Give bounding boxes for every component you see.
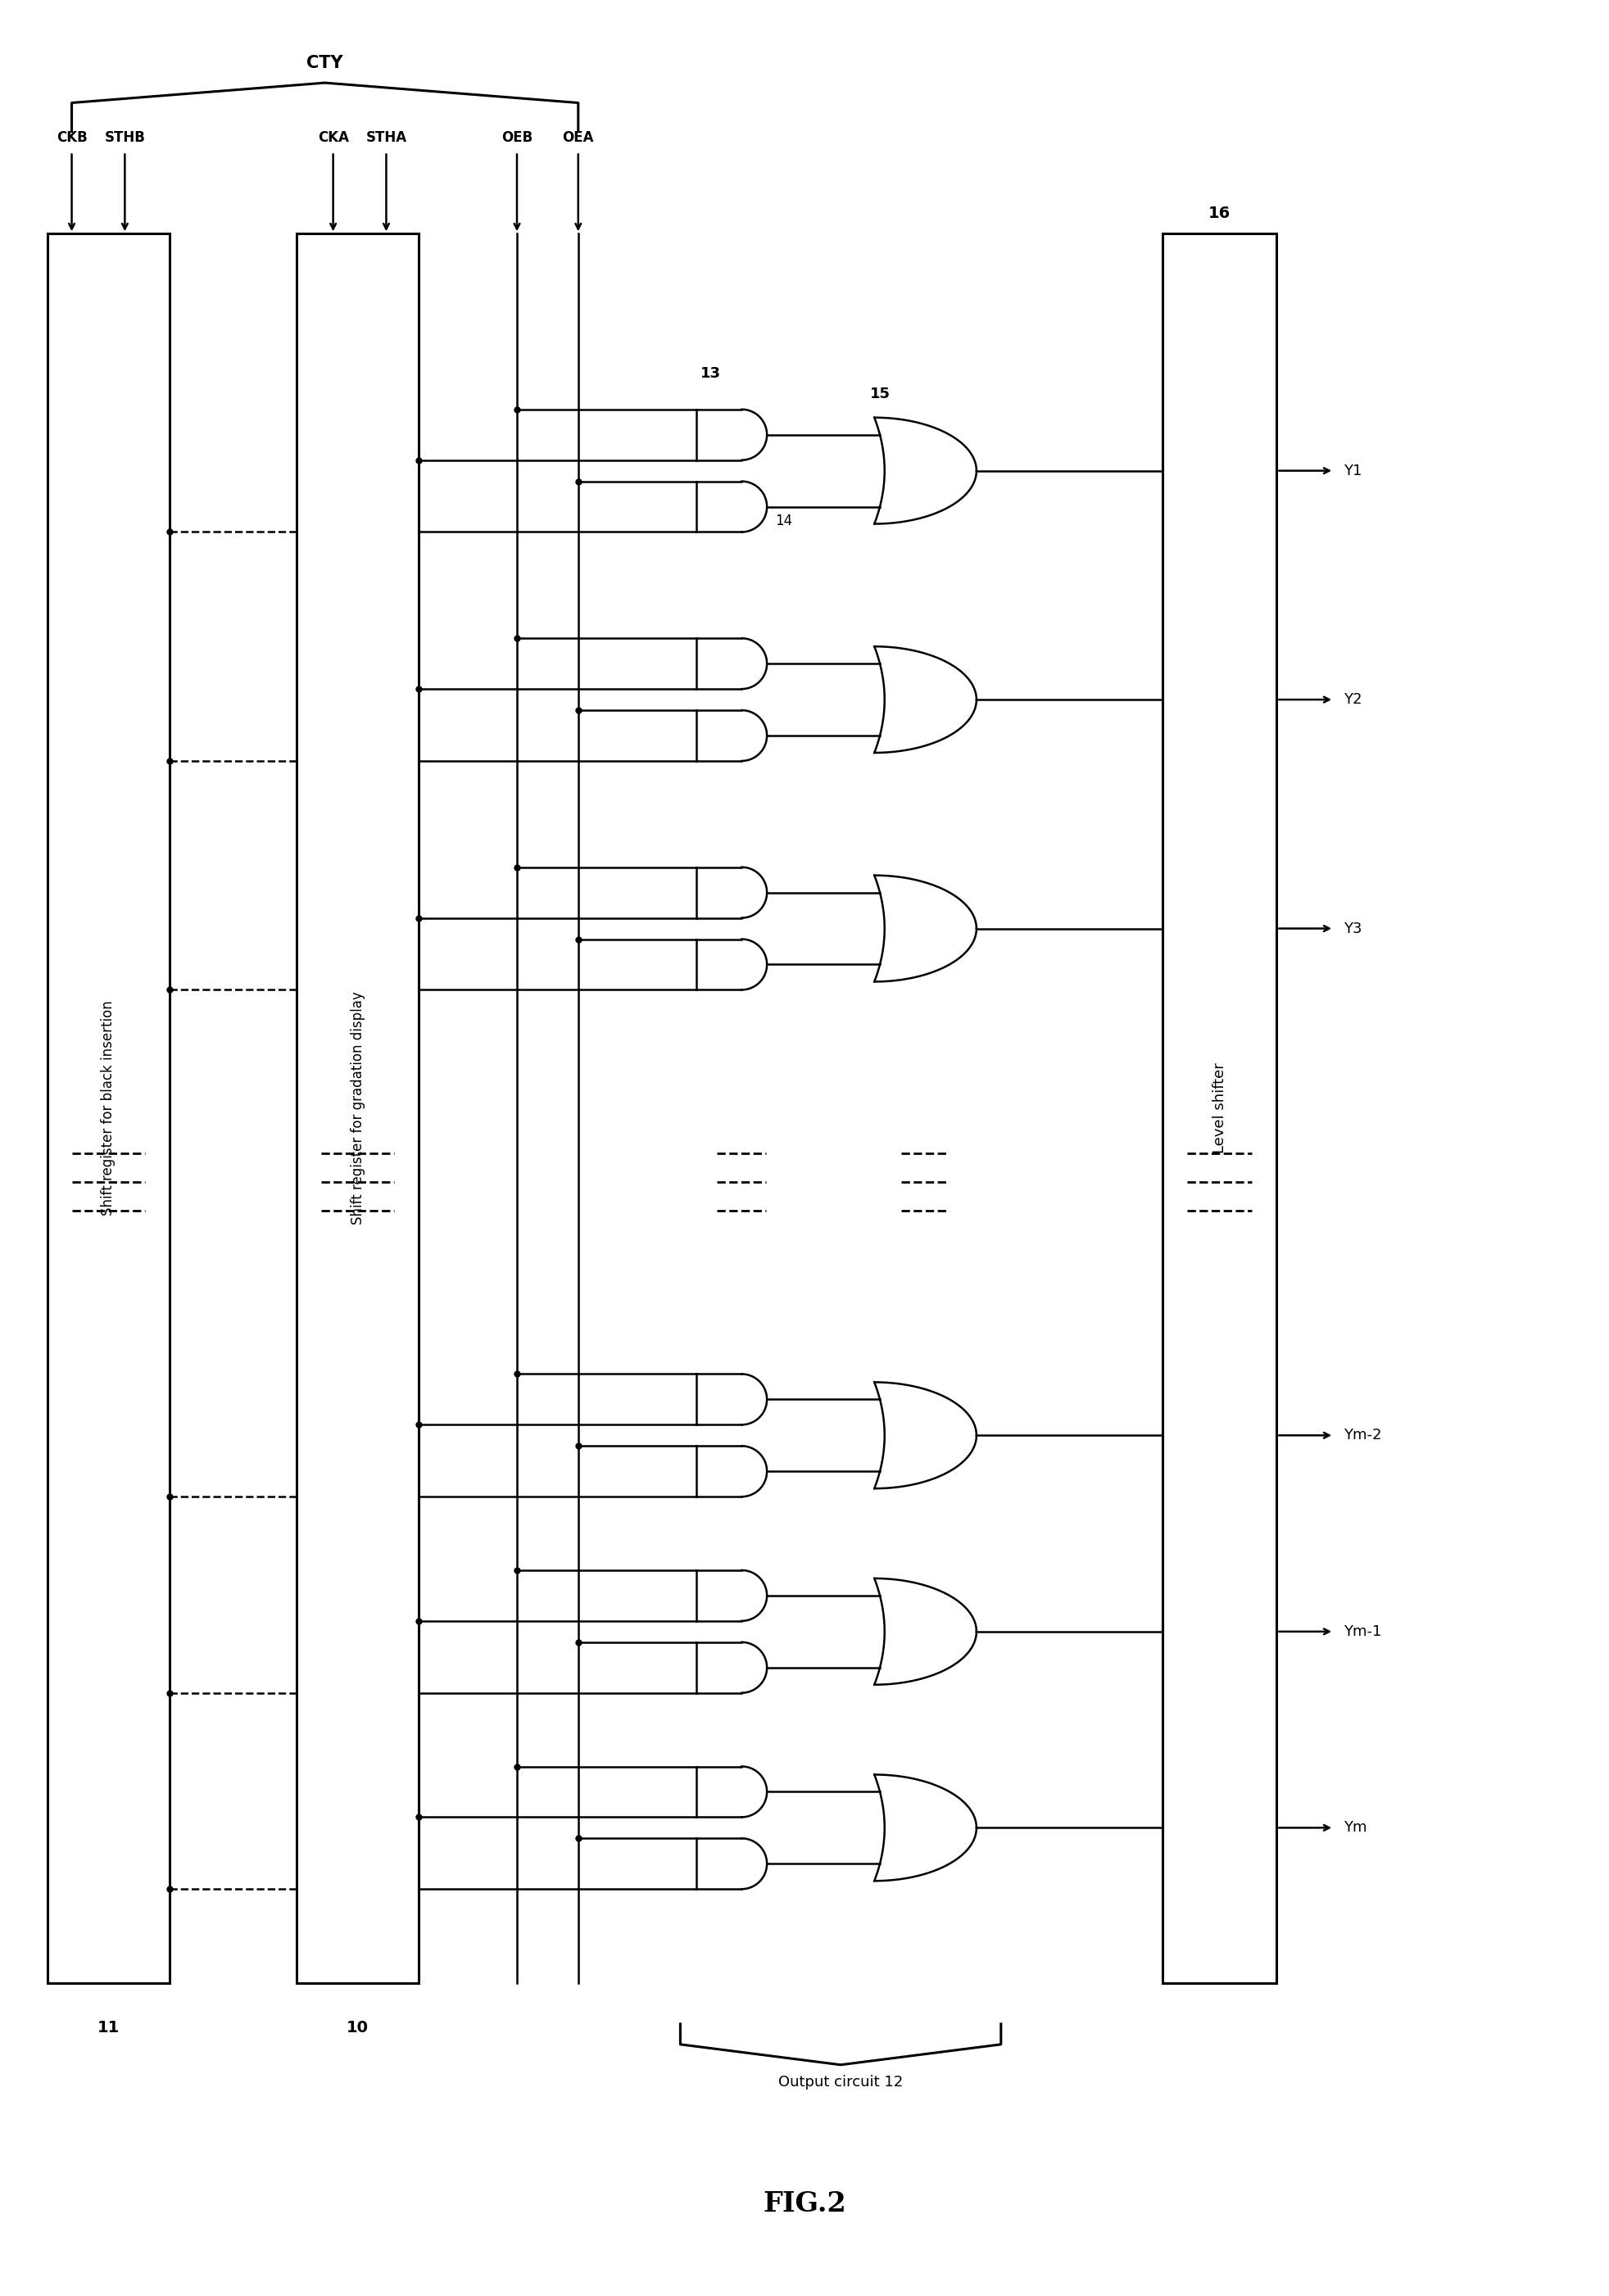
- Text: OEB: OEB: [500, 131, 533, 145]
- Text: Level shifter: Level shifter: [1212, 1063, 1226, 1153]
- Text: CKB: CKB: [56, 131, 87, 145]
- Text: 14: 14: [774, 514, 792, 528]
- Text: Ym: Ym: [1344, 1821, 1366, 1835]
- Text: 11: 11: [97, 2020, 119, 2037]
- Text: Shift register for gradation display: Shift register for gradation display: [351, 992, 365, 1226]
- Bar: [47, 234, 169, 1984]
- Text: 10: 10: [346, 2020, 368, 2037]
- Bar: [296, 234, 418, 1984]
- Text: OEA: OEA: [562, 131, 594, 145]
- Text: Y1: Y1: [1344, 464, 1361, 478]
- Text: Shift register for black insertion: Shift register for black insertion: [101, 1001, 116, 1217]
- Text: 15: 15: [870, 386, 890, 402]
- Text: STHA: STHA: [365, 131, 407, 145]
- Text: Y2: Y2: [1344, 691, 1361, 707]
- Text: 16: 16: [1208, 207, 1229, 220]
- Text: 13: 13: [700, 365, 721, 381]
- Text: CTY: CTY: [307, 55, 343, 71]
- Text: Ym-1: Ym-1: [1344, 1623, 1381, 1639]
- Text: Ym-2: Ym-2: [1344, 1428, 1381, 1442]
- Text: Y3: Y3: [1344, 921, 1361, 937]
- Text: CKA: CKA: [317, 131, 349, 145]
- Text: FIG.2: FIG.2: [763, 2190, 846, 2218]
- Text: Output circuit 12: Output circuit 12: [777, 2076, 903, 2089]
- Bar: [1162, 234, 1276, 1984]
- Text: STHB: STHB: [105, 131, 145, 145]
